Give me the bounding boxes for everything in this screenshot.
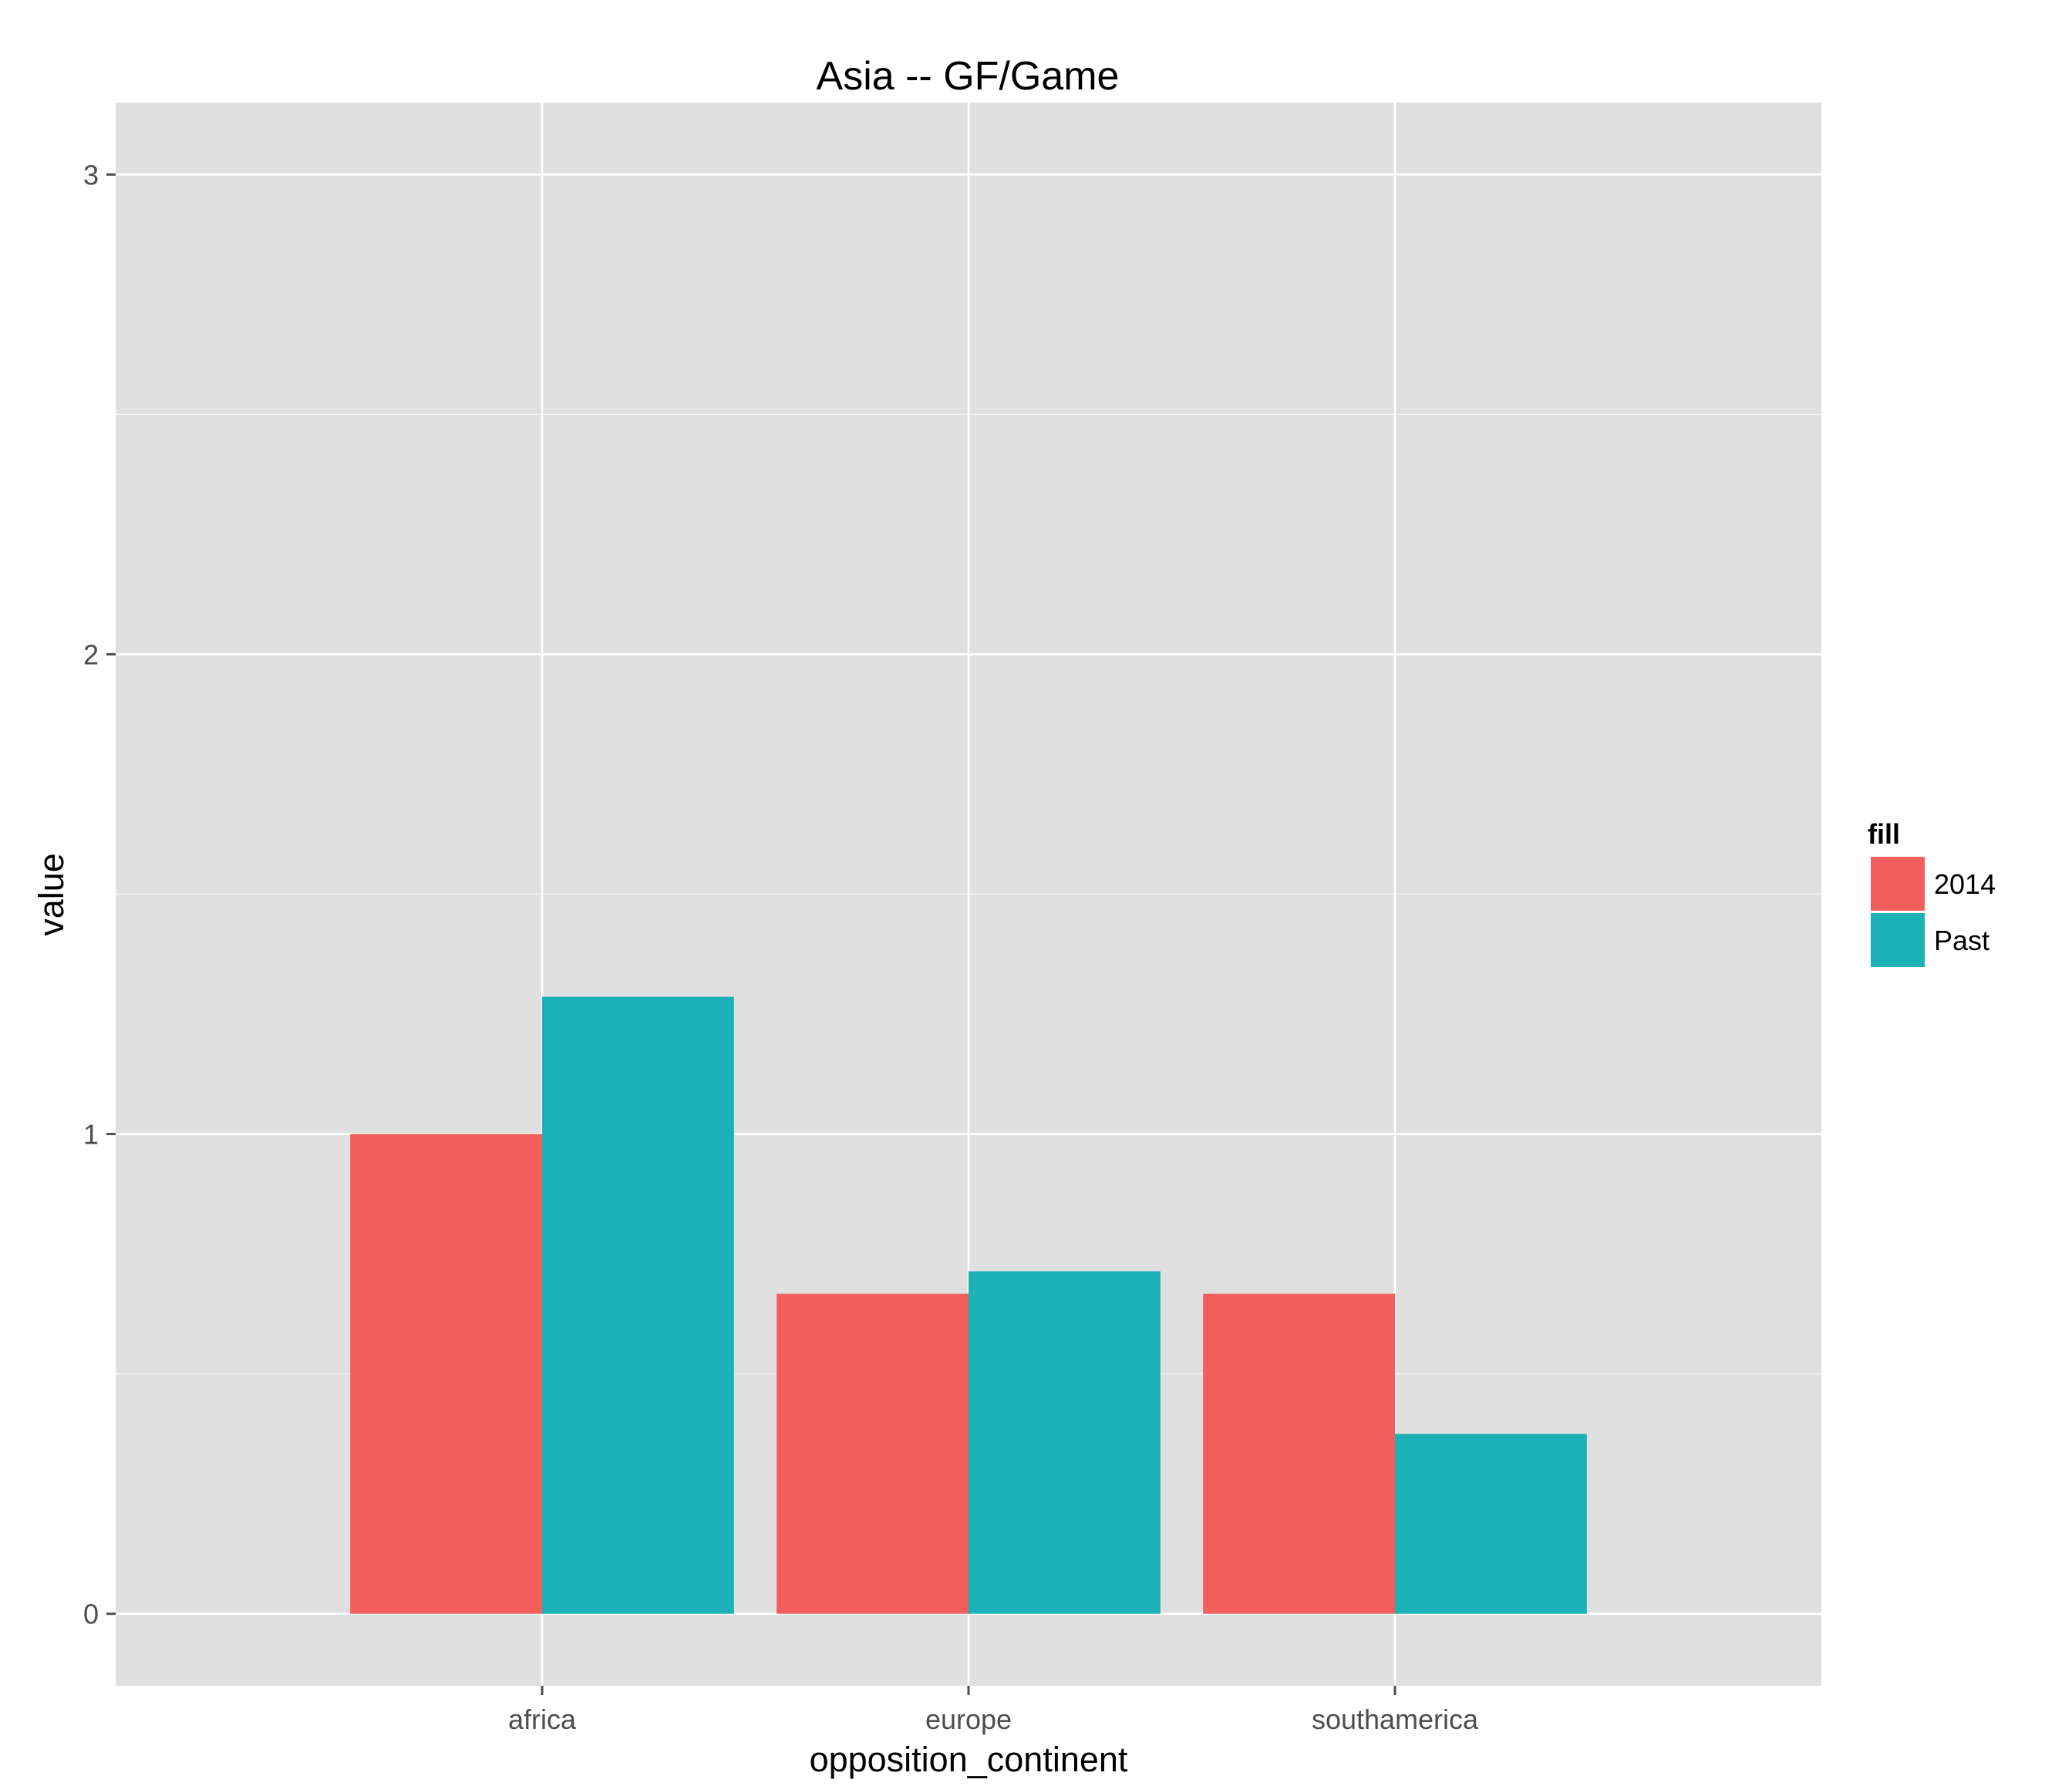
legend-label-2014: 2014 xyxy=(1934,868,1996,900)
legend-key-Past xyxy=(1869,912,1926,969)
bar-2014-southamerica xyxy=(1203,1293,1395,1614)
y-tick-label: 2 xyxy=(83,639,99,670)
x-axis-title: opposition_continent xyxy=(810,1740,1128,1779)
y-tick-label: 0 xyxy=(83,1599,99,1630)
bar-Past-africa xyxy=(542,996,734,1614)
legend-title: fill xyxy=(1868,818,1900,850)
bar-marks xyxy=(350,996,1587,1614)
bar-Past-europe xyxy=(969,1271,1161,1614)
legend-key-2014 xyxy=(1869,855,1926,912)
legend-label-Past: Past xyxy=(1934,925,1989,956)
legend-items: 2014 Past xyxy=(1869,855,1996,969)
y-tick-label: 3 xyxy=(83,159,99,190)
y-axis: 0 1 2 3 xyxy=(83,159,116,1630)
x-tick-label: southamerica xyxy=(1312,1703,1479,1735)
bar-2014-africa xyxy=(350,1134,542,1614)
bar-Past-southamerica xyxy=(1395,1434,1587,1614)
chart-title: Asia -- GF/Game xyxy=(817,54,1120,99)
y-tick-label: 1 xyxy=(83,1119,99,1151)
bar-2014-europe xyxy=(777,1293,969,1614)
x-tick-label: europe xyxy=(925,1703,1012,1735)
y-axis-title: value xyxy=(32,853,71,936)
legend: fill 2014 Past xyxy=(1868,818,1996,969)
x-axis: africa europe southamerica xyxy=(508,1686,1479,1735)
x-tick-label: africa xyxy=(508,1703,577,1735)
